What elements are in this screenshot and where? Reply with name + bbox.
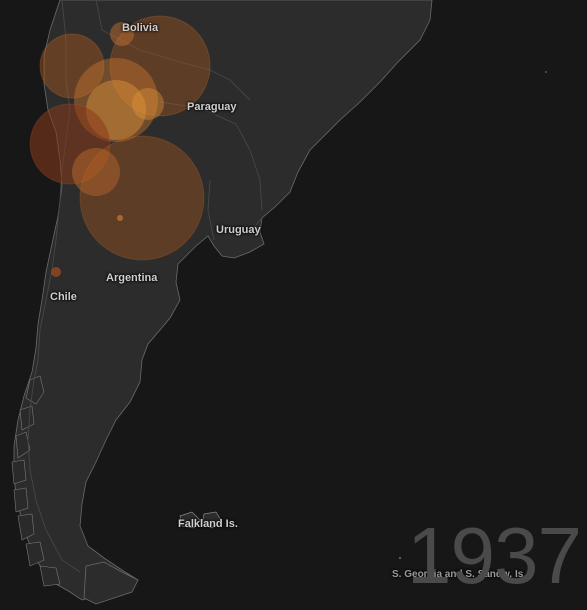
year-indicator: 1937 [407, 511, 582, 600]
bubble-salta[interactable] [72, 148, 120, 196]
label-argentina: Argentina [106, 272, 158, 284]
south-georgia-shape [398, 71, 547, 560]
chilean-archipelago [11, 375, 61, 587]
label-paraguay: Paraguay [187, 101, 237, 113]
bubble-bolivia-large[interactable] [109, 15, 211, 117]
bubble-tiny-2[interactable] [51, 267, 61, 277]
label-falkland-islands: Falkland Is. [178, 518, 238, 530]
bubble-northwest-argentina[interactable] [79, 135, 205, 261]
label-south-georgia: S. Georgia and S. Sandw. Is. [392, 569, 527, 580]
label-uruguay: Uruguay [216, 224, 261, 236]
tierra-del-fuego [83, 561, 139, 605]
bubble-small-bolivia[interactable] [110, 22, 134, 46]
label-chile: Chile [50, 291, 77, 303]
label-bolivia: Bolivia [122, 22, 159, 34]
landmass-south-america [13, 0, 433, 601]
bubble-center-3[interactable] [132, 88, 164, 120]
bubble-tiny-1[interactable] [117, 215, 123, 221]
bubble-layer [29, 15, 211, 277]
bubble-north-chile[interactable] [39, 33, 105, 99]
bubble-antofagasta[interactable] [29, 103, 111, 185]
falkland-islands-shape [179, 511, 223, 529]
